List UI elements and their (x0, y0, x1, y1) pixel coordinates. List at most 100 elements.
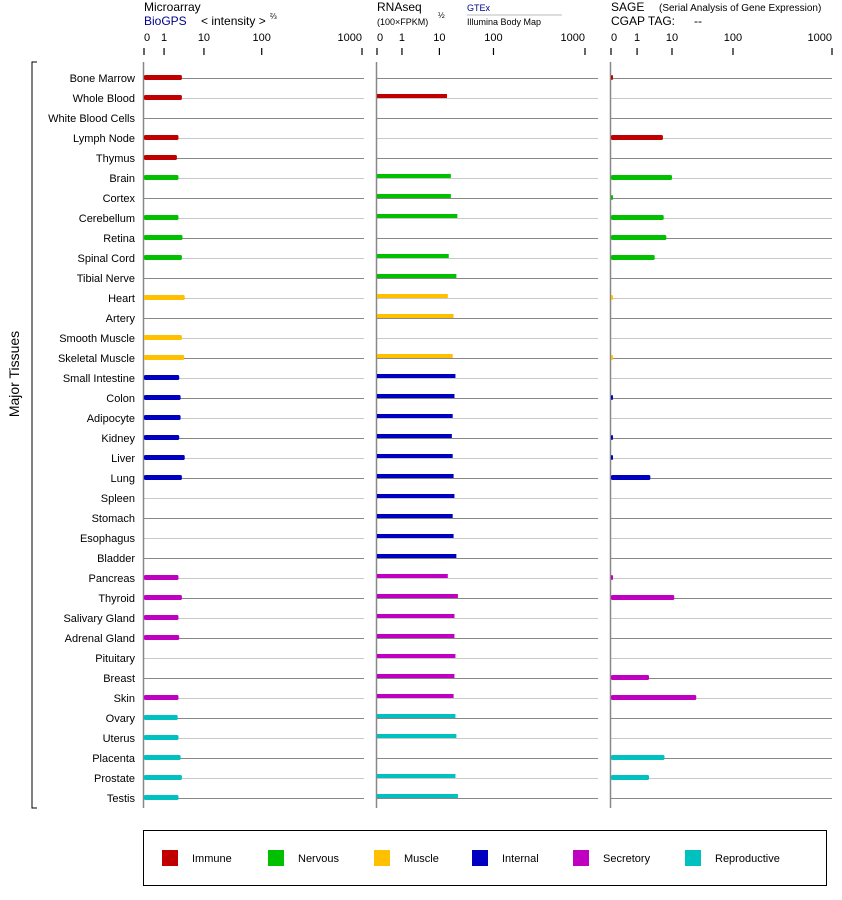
bar-lung (377, 474, 454, 478)
tissue-label: Breast (103, 673, 135, 685)
bar-whole-blood (144, 95, 182, 100)
bar-uterus (144, 735, 179, 740)
bar-kidney (377, 434, 452, 438)
tissue-label: Liver (111, 453, 135, 465)
bar-bladder (377, 554, 457, 558)
cgap-tag-value: -- (694, 14, 702, 28)
tick-label: 1 (399, 32, 405, 44)
intensity-unit: < intensity > (201, 14, 266, 28)
legend-swatch-nervous (268, 850, 284, 866)
legend-swatch-immune (162, 850, 178, 866)
bar-bone-marrow (144, 75, 182, 80)
bar-artery (377, 314, 454, 318)
bar-adipocyte (377, 414, 453, 418)
tissue-label: Skeletal Muscle (58, 353, 135, 365)
bar-liver (377, 454, 453, 458)
tissue-label: Bone Marrow (70, 73, 135, 85)
tissue-label: Esophagus (80, 533, 136, 545)
tissue-label: Small Intestine (63, 373, 135, 385)
bar-adrenal-gland (144, 635, 180, 640)
bar-thyroid (144, 595, 182, 600)
tissue-label: Uterus (103, 733, 136, 745)
bar-testis (377, 794, 458, 798)
rnaseq-exponent: ½ (438, 11, 445, 20)
bar-spleen (377, 494, 455, 498)
bar-spinal-cord (144, 255, 182, 260)
tick-label: 0 (377, 32, 383, 44)
tissue-label: Pancreas (89, 573, 136, 585)
tick-label: 1000 (561, 32, 585, 44)
tick-label: 10 (198, 32, 210, 44)
bar-kidney (611, 435, 613, 440)
tissue-label: Prostate (94, 773, 135, 785)
legend-label-secretory: Secretory (603, 853, 651, 865)
bar-liver (144, 455, 185, 460)
biogps-link[interactable]: BioGPS (144, 14, 187, 28)
bar-testis (144, 795, 179, 800)
tissue-label: Skin (114, 693, 135, 705)
bar-spinal-cord (611, 255, 655, 260)
illumina-body-map-label: Illumina Body Map (467, 17, 541, 27)
bar-skin (377, 694, 454, 698)
tick-label: 100 (484, 32, 502, 44)
tissue-label: Tibial Nerve (77, 273, 135, 285)
bar-prostate (611, 775, 650, 780)
tissue-label: Salivary Gland (63, 613, 135, 625)
tissue-label: White Blood Cells (48, 113, 135, 125)
tissue-label: Artery (106, 313, 136, 325)
bar-ovary (377, 714, 456, 718)
tissue-label: Pituitary (95, 653, 135, 665)
bar-lymph-node (611, 135, 663, 140)
tissue-label: Brain (109, 173, 135, 185)
microarray-title: Microarray (144, 0, 201, 14)
sage-title: SAGE (611, 0, 644, 14)
tissue-label: Heart (108, 293, 135, 305)
tissue-label: Spinal Cord (78, 253, 135, 265)
bar-esophagus (377, 534, 454, 538)
bar-skeletal-muscle (377, 354, 453, 358)
bar-colon (377, 394, 455, 398)
bar-kidney (144, 435, 180, 440)
bar-brain (377, 174, 451, 178)
bar-salivary-gland (144, 615, 179, 620)
bar-lymph-node (144, 135, 179, 140)
bar-breast (611, 675, 650, 680)
rnaseq-unit: (100×FPKM) (377, 17, 428, 27)
tissue-label: Stomach (92, 513, 135, 525)
tick-label: 10 (433, 32, 445, 44)
bar-pancreas (144, 575, 179, 580)
bar-lung (144, 475, 182, 480)
tick-label: 1000 (338, 32, 362, 44)
bar-thyroid (377, 594, 458, 598)
legend-label-internal: Internal (502, 853, 539, 865)
tissue-label: Testis (107, 793, 136, 805)
tissue-label: Retina (103, 233, 136, 245)
bar-cerebellum (377, 214, 458, 218)
tissue-label: Kidney (101, 433, 135, 445)
bar-lung (611, 475, 651, 480)
bar-colon (611, 395, 613, 400)
bar-cortex (377, 194, 451, 198)
bar-skeletal-muscle (144, 355, 185, 360)
bar-spinal-cord (377, 254, 449, 258)
tick-label: 1 (161, 32, 167, 44)
tissue-label: Spleen (101, 493, 135, 505)
tissue-bracket (31, 61, 37, 809)
cgap-tag-label: CGAP TAG: (611, 14, 675, 28)
tick-label: 100 (253, 32, 271, 44)
legend-swatch-reproductive (685, 850, 701, 866)
bar-tibial-nerve (377, 274, 457, 278)
tissue-label: Adrenal Gland (65, 633, 135, 645)
bar-salivary-gland (377, 614, 455, 618)
tissue-label: Thymus (96, 153, 136, 165)
tick-label: 100 (724, 32, 742, 44)
tissue-label: Whole Blood (73, 93, 135, 105)
gtex-link[interactable]: GTEx (467, 3, 491, 13)
legend-swatch-secretory (573, 850, 589, 866)
bar-heart (377, 294, 448, 298)
legend-swatch-muscle (374, 850, 390, 866)
bar-small-intestine (377, 374, 456, 378)
legend-swatch-internal (472, 850, 488, 866)
tick-label: 10 (666, 32, 678, 44)
